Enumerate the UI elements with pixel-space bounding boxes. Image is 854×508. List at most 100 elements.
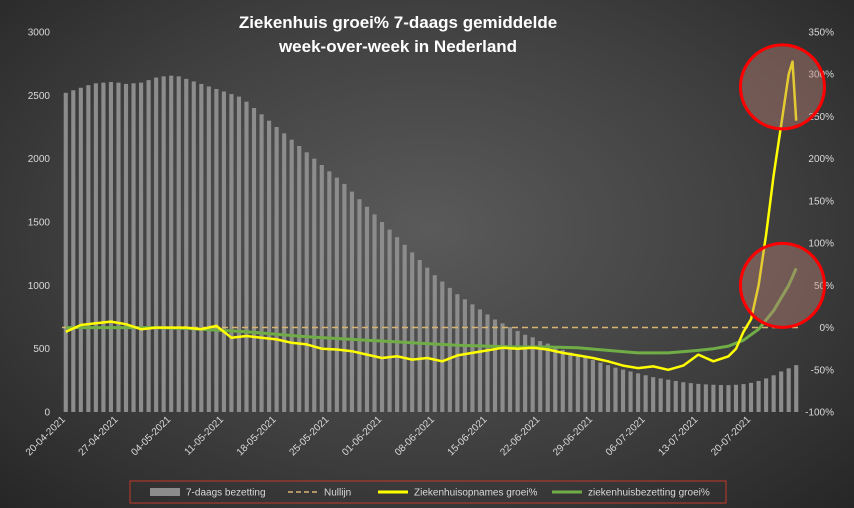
y-right-tick-label: 350% <box>808 28 834 39</box>
bar-bezetting <box>282 133 287 413</box>
bar-bezetting <box>447 287 452 412</box>
bar-bezetting <box>477 309 483 412</box>
x-tick-label: 15-06-2021 <box>446 414 490 458</box>
bar-bezetting <box>590 360 595 412</box>
bar-bezetting <box>462 299 467 412</box>
bar-bezetting <box>748 382 754 412</box>
x-tick-label: 06-07-2021 <box>604 414 648 458</box>
bar-bezetting <box>63 92 68 413</box>
bar-bezetting <box>267 120 272 413</box>
x-tick-label: 29-06-2021 <box>551 414 595 458</box>
bar-bezetting <box>184 78 189 412</box>
x-tick-label: 13-07-2021 <box>657 414 701 458</box>
bar-bezetting <box>455 294 460 412</box>
bar-bezetting <box>78 87 83 412</box>
bar-bezetting <box>101 82 106 413</box>
y-left-tick-label: 500 <box>33 344 50 355</box>
bar-bezetting <box>553 347 558 412</box>
bar-bezetting <box>191 81 196 413</box>
bar-bezetting <box>605 365 611 412</box>
bar-bezetting <box>425 267 430 412</box>
bar-bezetting <box>139 82 144 413</box>
bar-bezetting <box>673 380 678 412</box>
bar-bezetting <box>440 281 445 412</box>
bar-bezetting <box>786 368 791 412</box>
bar-bezetting <box>741 384 746 412</box>
bar-bezetting <box>794 365 799 412</box>
bar-bezetting <box>545 343 550 412</box>
bar-bezetting <box>628 371 633 412</box>
legend-box <box>129 480 727 504</box>
x-tick-label: 04-05-2021 <box>129 414 173 458</box>
bar-bezetting <box>123 83 129 412</box>
bar-bezetting <box>116 82 121 413</box>
bar-bezetting <box>485 314 490 412</box>
bar-bezetting <box>297 146 302 412</box>
bar-bezetting <box>666 379 671 412</box>
bar-bezetting <box>703 384 708 412</box>
bar-bezetting <box>93 83 98 413</box>
bar-bezetting <box>718 385 723 412</box>
bar-bezetting <box>372 214 377 412</box>
bar-bezetting <box>651 377 656 412</box>
series-line-opnames-groei <box>65 60 798 372</box>
bar-bezetting <box>334 177 339 412</box>
bar-bezetting <box>658 378 663 412</box>
x-tick-label: 01-06-2021 <box>340 414 384 458</box>
bar-bezetting <box>289 139 294 412</box>
bar-bezetting <box>161 76 166 412</box>
highlight-circle-1 <box>738 43 826 131</box>
bar-bezetting <box>568 352 573 412</box>
bar-bezetting <box>711 384 716 412</box>
bar-bezetting <box>349 191 354 412</box>
bar-bezetting <box>515 330 520 412</box>
x-tick-label: 08-06-2021 <box>393 414 437 458</box>
bar-bezetting <box>342 184 347 412</box>
y-right-tick-label: 100% <box>808 239 834 250</box>
y-left-tick-label: 2500 <box>28 91 51 102</box>
y-left-tick-label: 0 <box>44 408 50 419</box>
bar-bezetting <box>523 334 528 412</box>
bar-bezetting <box>733 384 739 412</box>
bar-bezetting <box>357 199 362 412</box>
bar-bezetting <box>417 260 422 412</box>
bar-bezetting <box>779 371 784 412</box>
bar-bezetting <box>176 76 181 412</box>
bar-bezetting <box>364 206 370 412</box>
y-right-tick-label: 250% <box>808 112 834 123</box>
bar-bezetting <box>251 108 257 412</box>
bar-bezetting <box>154 77 159 412</box>
y-left-tick-label: 1000 <box>28 281 51 292</box>
bar-bezetting <box>206 86 211 412</box>
bar-bezetting <box>169 75 174 412</box>
bar-bezetting <box>244 101 249 413</box>
bar-bezetting <box>86 85 91 412</box>
legend-swatch-bars <box>150 488 180 496</box>
bar-bezetting <box>214 89 219 412</box>
bar-bezetting <box>395 237 400 412</box>
bar-bezetting <box>764 378 769 412</box>
chart-title-line-1: Ziekenhuis groei% 7-daags gemiddelde <box>239 13 557 32</box>
bar-bezetting <box>319 165 324 412</box>
bar-bezetting <box>387 229 392 412</box>
bar-bezetting <box>470 304 475 412</box>
bar-bezetting <box>259 114 264 412</box>
x-tick-label: 20-07-2021 <box>709 414 753 458</box>
bar-bezetting <box>756 380 761 412</box>
bar-bezetting <box>508 327 513 412</box>
bar-bezetting <box>146 80 151 412</box>
x-tick-label: 20-04-2021 <box>24 414 68 458</box>
bar-bezetting <box>274 127 279 412</box>
bar-bezetting <box>108 82 114 413</box>
x-tick-label: 22-06-2021 <box>498 414 542 458</box>
bar-bezetting <box>402 244 407 412</box>
legend-label-zero: Nullijn <box>324 488 351 499</box>
bar-bezetting <box>696 383 701 412</box>
y-left-tick-label: 3000 <box>28 28 51 39</box>
y-right-tick-label: -50% <box>811 365 834 376</box>
y-right-tick-label: 150% <box>808 196 834 207</box>
y-left-tick-label: 1500 <box>28 218 51 229</box>
bar-bezetting <box>312 158 317 412</box>
